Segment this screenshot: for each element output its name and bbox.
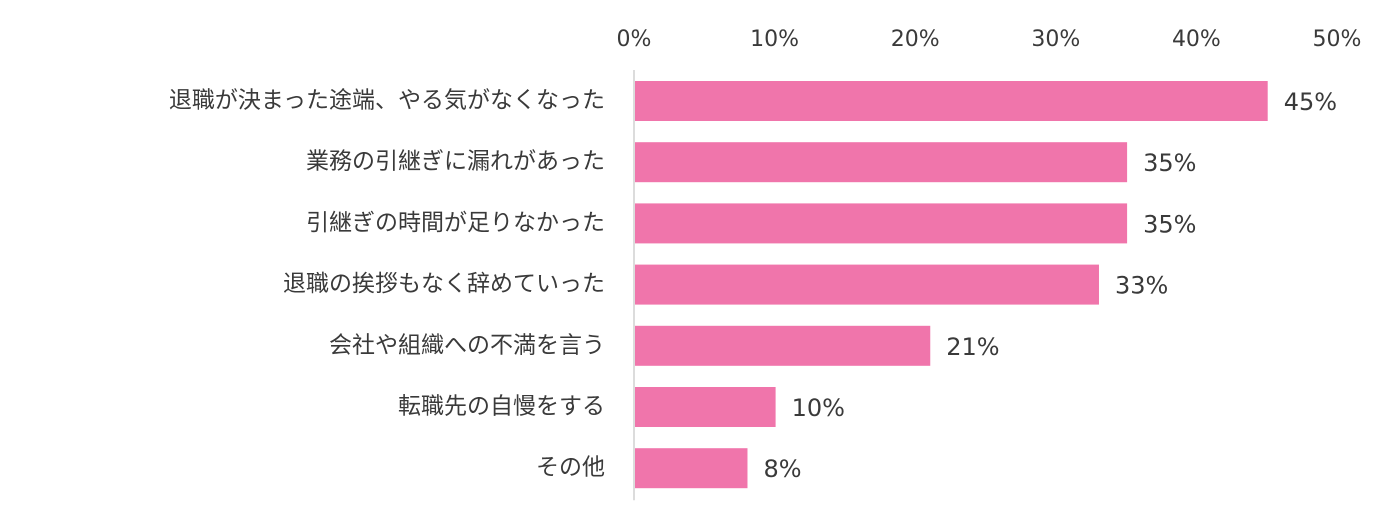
x-tick-label: 0% — [617, 27, 652, 52]
value-label: 33% — [1115, 272, 1168, 300]
value-label: 45% — [1284, 88, 1337, 116]
bar — [635, 448, 748, 489]
value-label: 35% — [1143, 210, 1196, 238]
bar — [635, 387, 776, 427]
category-label: 業務の引継ぎに漏れがあった — [306, 149, 605, 175]
category-label: その他 — [536, 455, 605, 481]
category-label: 退職の挨拶もなく辞めていった — [283, 271, 605, 297]
category-label: 会社や組織への不満を言う — [329, 332, 605, 358]
x-tick-label: 20% — [891, 27, 940, 52]
bar — [635, 264, 1099, 305]
bars-group — [635, 81, 1268, 489]
x-tick-label: 50% — [1313, 27, 1362, 52]
value-label: 35% — [1143, 149, 1196, 177]
bar — [635, 203, 1128, 244]
x-axis-tick-labels: 0% 10% 20% 30% 40% 50% — [617, 27, 1362, 52]
category-label: 退職が決まった途端、やる気がなくなった — [169, 88, 605, 114]
category-labels: 退職が決まった途端、やる気がなくなった業務の引継ぎに漏れがあった引継ぎの時間が足… — [169, 88, 605, 481]
category-label: 引継ぎの時間が足りなかった — [306, 210, 605, 236]
value-label: 10% — [792, 394, 845, 422]
value-label: 21% — [946, 333, 999, 361]
bar — [635, 325, 931, 366]
value-label: 8% — [763, 455, 801, 483]
bar — [635, 142, 1128, 183]
value-labels: 45% 35% 35% 33% 21% 10% 8% — [763, 88, 1337, 483]
x-tick-label: 10% — [750, 27, 799, 52]
category-label: 転職先の自慢をする — [398, 394, 605, 420]
bar — [635, 81, 1268, 121]
x-tick-label: 40% — [1172, 27, 1221, 52]
x-tick-label: 30% — [1031, 27, 1080, 52]
